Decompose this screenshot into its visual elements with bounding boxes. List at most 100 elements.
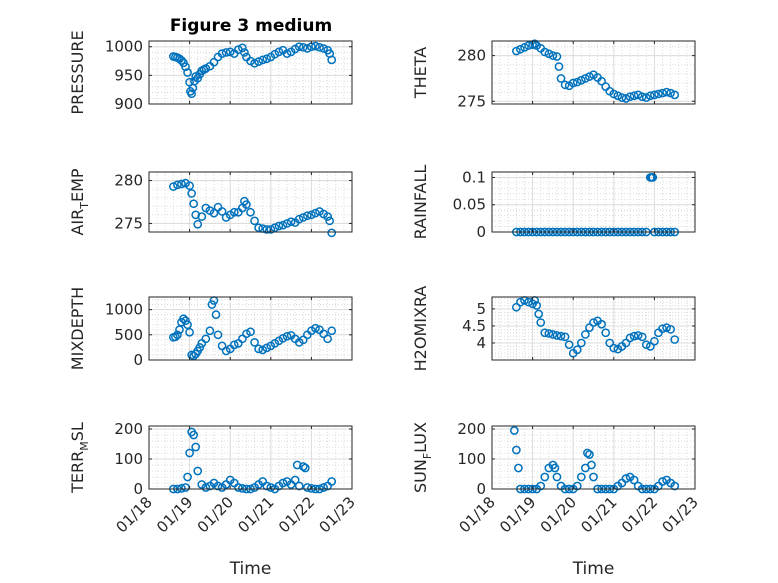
- data-point: [250, 58, 259, 68]
- data-point: [294, 481, 304, 491]
- data-point: [298, 213, 308, 222]
- data-point: [193, 466, 203, 476]
- data-point: [282, 49, 292, 58]
- data-point: [246, 207, 255, 217]
- y-tick-label: 275: [457, 92, 486, 110]
- data-point: [662, 323, 671, 332]
- data-point: [548, 330, 558, 339]
- subplot-1: 900 950 1000 PRESSURE: [68, 30, 353, 115]
- data-point: [509, 426, 519, 435]
- data-point: [658, 324, 667, 334]
- data-point: [327, 326, 337, 336]
- data-point: [197, 212, 207, 221]
- axes-box: [491, 296, 696, 361]
- data-point: [266, 483, 276, 492]
- y-axis-label-rest: EMP: [68, 168, 87, 202]
- data-point: [254, 223, 263, 233]
- data-point: [177, 179, 186, 189]
- data-point: [532, 301, 542, 310]
- data-point: [585, 450, 594, 459]
- data-point: [576, 338, 586, 348]
- data-point: [629, 475, 639, 485]
- data-point: [240, 48, 249, 57]
- axes-box: [491, 171, 696, 233]
- data-point: [300, 463, 310, 473]
- data-point: [629, 331, 639, 341]
- data-point: [666, 88, 675, 98]
- data-point: [311, 208, 320, 218]
- data-point: [319, 483, 328, 492]
- y-axis-label: TERRMSL: [68, 422, 91, 494]
- data-point: [286, 217, 296, 227]
- data-point: [576, 75, 586, 85]
- data-point: [648, 173, 658, 182]
- data-point: [171, 332, 180, 342]
- series-markers: [169, 296, 337, 361]
- y-tick-label: 1000: [105, 38, 143, 56]
- series-markers: [512, 296, 680, 358]
- data-point: [258, 55, 268, 65]
- data-point: [670, 335, 680, 344]
- data-point: [633, 331, 643, 340]
- axes-box: [148, 40, 353, 105]
- data-point: [201, 483, 211, 492]
- data-point: [516, 297, 525, 307]
- y-axis-label-main: PRESSURE: [68, 30, 87, 114]
- y-axis-label-rest: LUX: [411, 422, 430, 453]
- subplot-6: 44.55 H2OMIXRA: [411, 286, 696, 371]
- y-tick-label: 0: [133, 351, 143, 369]
- data-point: [183, 472, 192, 482]
- data-point: [189, 199, 199, 209]
- data-point: [282, 331, 292, 341]
- data-point: [597, 76, 606, 86]
- data-point: [189, 430, 199, 440]
- data-point: [540, 472, 550, 482]
- data-point: [540, 47, 550, 57]
- data-point: [637, 92, 647, 102]
- data-point: [193, 219, 203, 229]
- y-axis-label: MIXDEPTH: [68, 287, 87, 370]
- data-point: [173, 330, 182, 340]
- data-point: [262, 54, 272, 64]
- data-point: [534, 309, 544, 319]
- data-point: [650, 90, 659, 100]
- data-point: [278, 220, 288, 230]
- data-point: [613, 91, 623, 101]
- data-point: [641, 93, 651, 102]
- axes-box: [491, 40, 696, 105]
- data-point: [258, 345, 268, 355]
- data-point: [662, 87, 671, 97]
- data-point: [270, 223, 280, 233]
- data-point: [587, 460, 596, 470]
- y-tick-label: 100: [114, 450, 143, 468]
- data-point: [187, 89, 196, 99]
- data-point: [550, 463, 560, 473]
- y-tick-label: 900: [114, 95, 143, 113]
- data-point: [654, 89, 663, 99]
- data-point: [238, 484, 247, 493]
- data-point: [589, 472, 598, 482]
- data-point: [327, 55, 337, 65]
- data-point: [621, 474, 631, 483]
- data-point: [302, 211, 312, 221]
- data-point: [609, 89, 619, 99]
- axes-box: [491, 425, 696, 490]
- data-point: [581, 74, 590, 83]
- data-point: [217, 207, 227, 216]
- plot-area: [149, 41, 352, 104]
- data-point: [177, 484, 186, 493]
- y-axis-label-main: AIR: [68, 209, 87, 236]
- data-point: [213, 330, 223, 340]
- y-axis-label-main: TERR: [68, 451, 87, 494]
- series-markers: [169, 178, 337, 238]
- y-tick-label: 280: [457, 47, 486, 65]
- data-point: [554, 62, 564, 71]
- data-point: [520, 43, 529, 52]
- axes-box: [148, 425, 353, 490]
- data-point: [229, 207, 239, 217]
- y-axis-label: PRESSURE: [68, 30, 87, 114]
- y-tick-label: 950: [114, 66, 143, 84]
- data-point: [185, 327, 194, 337]
- axes-box: [148, 171, 353, 233]
